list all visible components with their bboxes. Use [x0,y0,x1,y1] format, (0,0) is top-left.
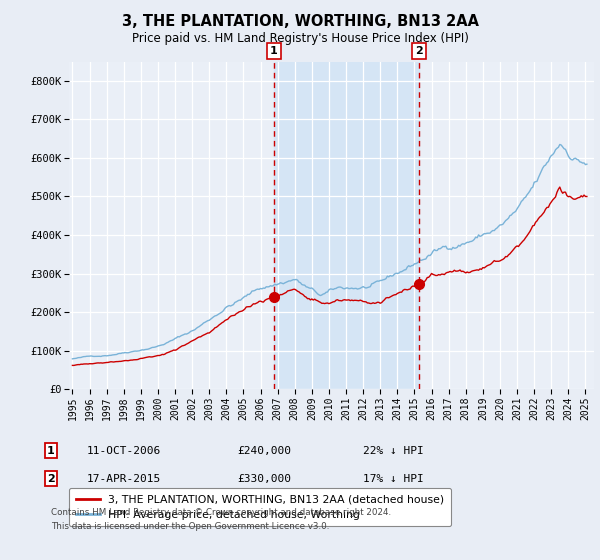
Text: 22% ↓ HPI: 22% ↓ HPI [363,446,424,456]
Text: 2: 2 [47,474,55,484]
Bar [274,62,419,389]
Text: £240,000: £240,000 [237,446,291,456]
Text: 1: 1 [47,446,55,456]
Text: 3, THE PLANTATION, WORTHING, BN13 2AA: 3, THE PLANTATION, WORTHING, BN13 2AA [121,14,479,29]
Text: £330,000: £330,000 [237,474,291,484]
Text: This data is licensed under the Open Government Licence v3.0.: This data is licensed under the Open Gov… [51,522,329,531]
Text: 2: 2 [416,46,423,56]
Legend: 3, THE PLANTATION, WORTHING, BN13 2AA (detached house), HPI: Average price, deta: 3, THE PLANTATION, WORTHING, BN13 2AA (d… [69,488,451,526]
Text: 1: 1 [270,46,278,56]
Text: 17% ↓ HPI: 17% ↓ HPI [363,474,424,484]
Text: 11-OCT-2006: 11-OCT-2006 [87,446,161,456]
Text: 17-APR-2015: 17-APR-2015 [87,474,161,484]
Text: Contains HM Land Registry data © Crown copyright and database right 2024.: Contains HM Land Registry data © Crown c… [51,508,391,517]
Text: Price paid vs. HM Land Registry's House Price Index (HPI): Price paid vs. HM Land Registry's House … [131,32,469,45]
